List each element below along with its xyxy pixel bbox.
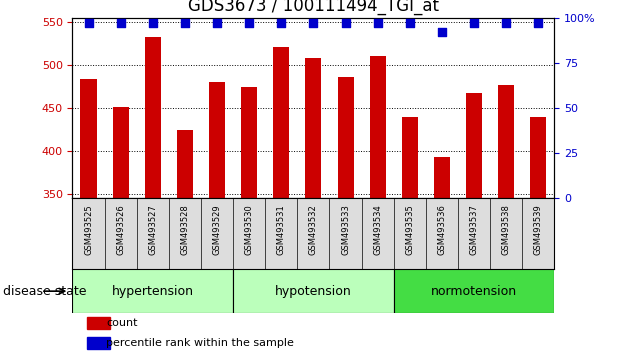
Text: GSM493532: GSM493532 [309, 204, 318, 255]
Point [180, 20, 190, 26]
Text: GSM493533: GSM493533 [341, 204, 350, 255]
Bar [145, 36, 161, 198]
Bar [402, 118, 418, 198]
Text: GSM493525: GSM493525 [84, 204, 93, 255]
Text: GSM493526: GSM493526 [116, 204, 125, 255]
Point [501, 20, 511, 26]
Text: count: count [106, 318, 138, 328]
Bar [233, 269, 394, 313]
Point [212, 20, 222, 26]
Bar [434, 157, 450, 198]
Bar [273, 47, 289, 198]
Bar [177, 130, 193, 198]
Bar [530, 116, 546, 198]
Bar [209, 82, 225, 198]
Point [308, 20, 318, 26]
Point [116, 20, 126, 26]
Text: GSM493535: GSM493535 [405, 204, 415, 255]
Point [469, 20, 479, 26]
Bar [498, 85, 514, 198]
Text: GSM493539: GSM493539 [534, 204, 543, 255]
Bar [87, 316, 110, 329]
Point [533, 20, 543, 26]
Text: normotension: normotension [431, 285, 517, 298]
Text: GSM493537: GSM493537 [469, 204, 479, 255]
Point [244, 20, 254, 26]
Point [147, 20, 158, 26]
Text: GSM493529: GSM493529 [212, 204, 222, 255]
Bar [87, 337, 110, 349]
Text: GSM493527: GSM493527 [148, 204, 158, 255]
Bar [306, 58, 321, 198]
Bar [394, 269, 554, 313]
Text: GSM493531: GSM493531 [277, 204, 286, 255]
Text: GSM493530: GSM493530 [244, 204, 254, 255]
Text: hypotension: hypotension [275, 285, 352, 298]
Text: GSM493536: GSM493536 [437, 204, 447, 255]
Bar [466, 93, 482, 198]
Point [276, 20, 286, 26]
Bar [241, 87, 257, 198]
Bar [81, 79, 96, 198]
Title: GDS3673 / 100111494_TGI_at: GDS3673 / 100111494_TGI_at [188, 0, 439, 15]
Point [437, 29, 447, 35]
Text: GSM493534: GSM493534 [373, 204, 382, 255]
Bar [370, 56, 386, 198]
Text: GSM493538: GSM493538 [501, 204, 511, 255]
Bar [113, 107, 129, 198]
Point [340, 20, 350, 26]
Text: GSM493528: GSM493528 [180, 204, 190, 255]
Text: disease state: disease state [3, 285, 87, 298]
Text: percentile rank within the sample: percentile rank within the sample [106, 338, 294, 348]
Point [404, 20, 415, 26]
Bar [338, 77, 353, 198]
Bar [72, 269, 233, 313]
Text: hypertension: hypertension [112, 285, 194, 298]
Point [83, 20, 94, 26]
Point [372, 20, 382, 26]
